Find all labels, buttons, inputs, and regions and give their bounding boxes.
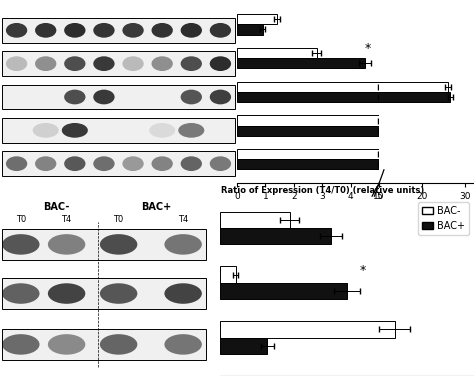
Ellipse shape (48, 283, 85, 304)
Ellipse shape (35, 23, 56, 38)
Text: *: * (360, 264, 366, 277)
Bar (237, 24, 263, 35)
Bar (336, 159, 341, 170)
Bar (237, 82, 379, 92)
Ellipse shape (64, 156, 85, 171)
Bar (2, 278, 206, 309)
Ellipse shape (122, 23, 144, 38)
Ellipse shape (35, 56, 56, 71)
Ellipse shape (164, 283, 202, 304)
Bar (237, 58, 365, 68)
Bar (2, 152, 235, 176)
Bar (219, 321, 394, 338)
Text: BAC-: BAC- (43, 202, 69, 212)
Bar (336, 115, 368, 126)
Ellipse shape (152, 23, 173, 38)
Ellipse shape (93, 56, 115, 71)
Text: T4: T4 (178, 215, 188, 224)
Ellipse shape (181, 156, 202, 171)
Bar (2, 52, 235, 76)
Bar (2, 85, 235, 109)
Ellipse shape (2, 234, 39, 255)
Bar (219, 211, 290, 228)
Bar (237, 48, 317, 58)
Ellipse shape (62, 123, 88, 138)
Bar (237, 14, 277, 24)
Bar (2, 118, 235, 143)
Bar (2, 229, 206, 260)
Ellipse shape (181, 89, 202, 105)
Bar (336, 149, 362, 159)
Ellipse shape (178, 123, 204, 138)
Bar (336, 92, 450, 102)
Ellipse shape (2, 334, 39, 355)
Bar (237, 149, 379, 159)
Ellipse shape (33, 123, 59, 138)
Bar (219, 228, 331, 244)
Ellipse shape (210, 56, 231, 71)
Ellipse shape (149, 123, 175, 138)
Bar (2, 329, 206, 360)
Bar (219, 338, 267, 354)
Text: Ratio of Expression (T4/T0) (relative units): Ratio of Expression (T4/T0) (relative un… (221, 186, 424, 195)
Ellipse shape (6, 156, 27, 171)
Ellipse shape (210, 89, 231, 105)
Ellipse shape (6, 23, 27, 38)
Ellipse shape (181, 56, 202, 71)
Ellipse shape (93, 156, 115, 171)
Ellipse shape (35, 156, 56, 171)
Ellipse shape (64, 56, 85, 71)
Ellipse shape (2, 283, 39, 304)
Bar (237, 159, 379, 170)
Ellipse shape (210, 156, 231, 171)
Text: BAC+: BAC+ (141, 202, 171, 212)
Ellipse shape (152, 56, 173, 71)
Ellipse shape (100, 283, 137, 304)
Legend: BAC-, BAC+: BAC-, BAC+ (418, 202, 469, 235)
Ellipse shape (181, 23, 202, 38)
Ellipse shape (6, 56, 27, 71)
Ellipse shape (48, 334, 85, 355)
Text: T0: T0 (113, 215, 124, 224)
Bar (237, 126, 379, 136)
Text: T0: T0 (16, 215, 26, 224)
Ellipse shape (164, 334, 202, 355)
Bar (237, 92, 379, 102)
Ellipse shape (210, 23, 231, 38)
Text: *: * (365, 42, 371, 55)
Ellipse shape (122, 56, 144, 71)
Bar (2, 18, 235, 42)
Ellipse shape (93, 23, 115, 38)
Ellipse shape (164, 234, 202, 255)
Ellipse shape (64, 89, 85, 105)
Bar (219, 283, 347, 299)
Bar (219, 266, 236, 283)
Bar (237, 115, 379, 126)
Ellipse shape (152, 156, 173, 171)
Bar (336, 82, 448, 92)
Ellipse shape (122, 156, 144, 171)
Ellipse shape (64, 23, 85, 38)
Ellipse shape (93, 89, 115, 105)
Bar (336, 126, 343, 136)
Ellipse shape (100, 334, 137, 355)
Ellipse shape (100, 234, 137, 255)
Ellipse shape (48, 234, 85, 255)
Text: T4: T4 (62, 215, 72, 224)
